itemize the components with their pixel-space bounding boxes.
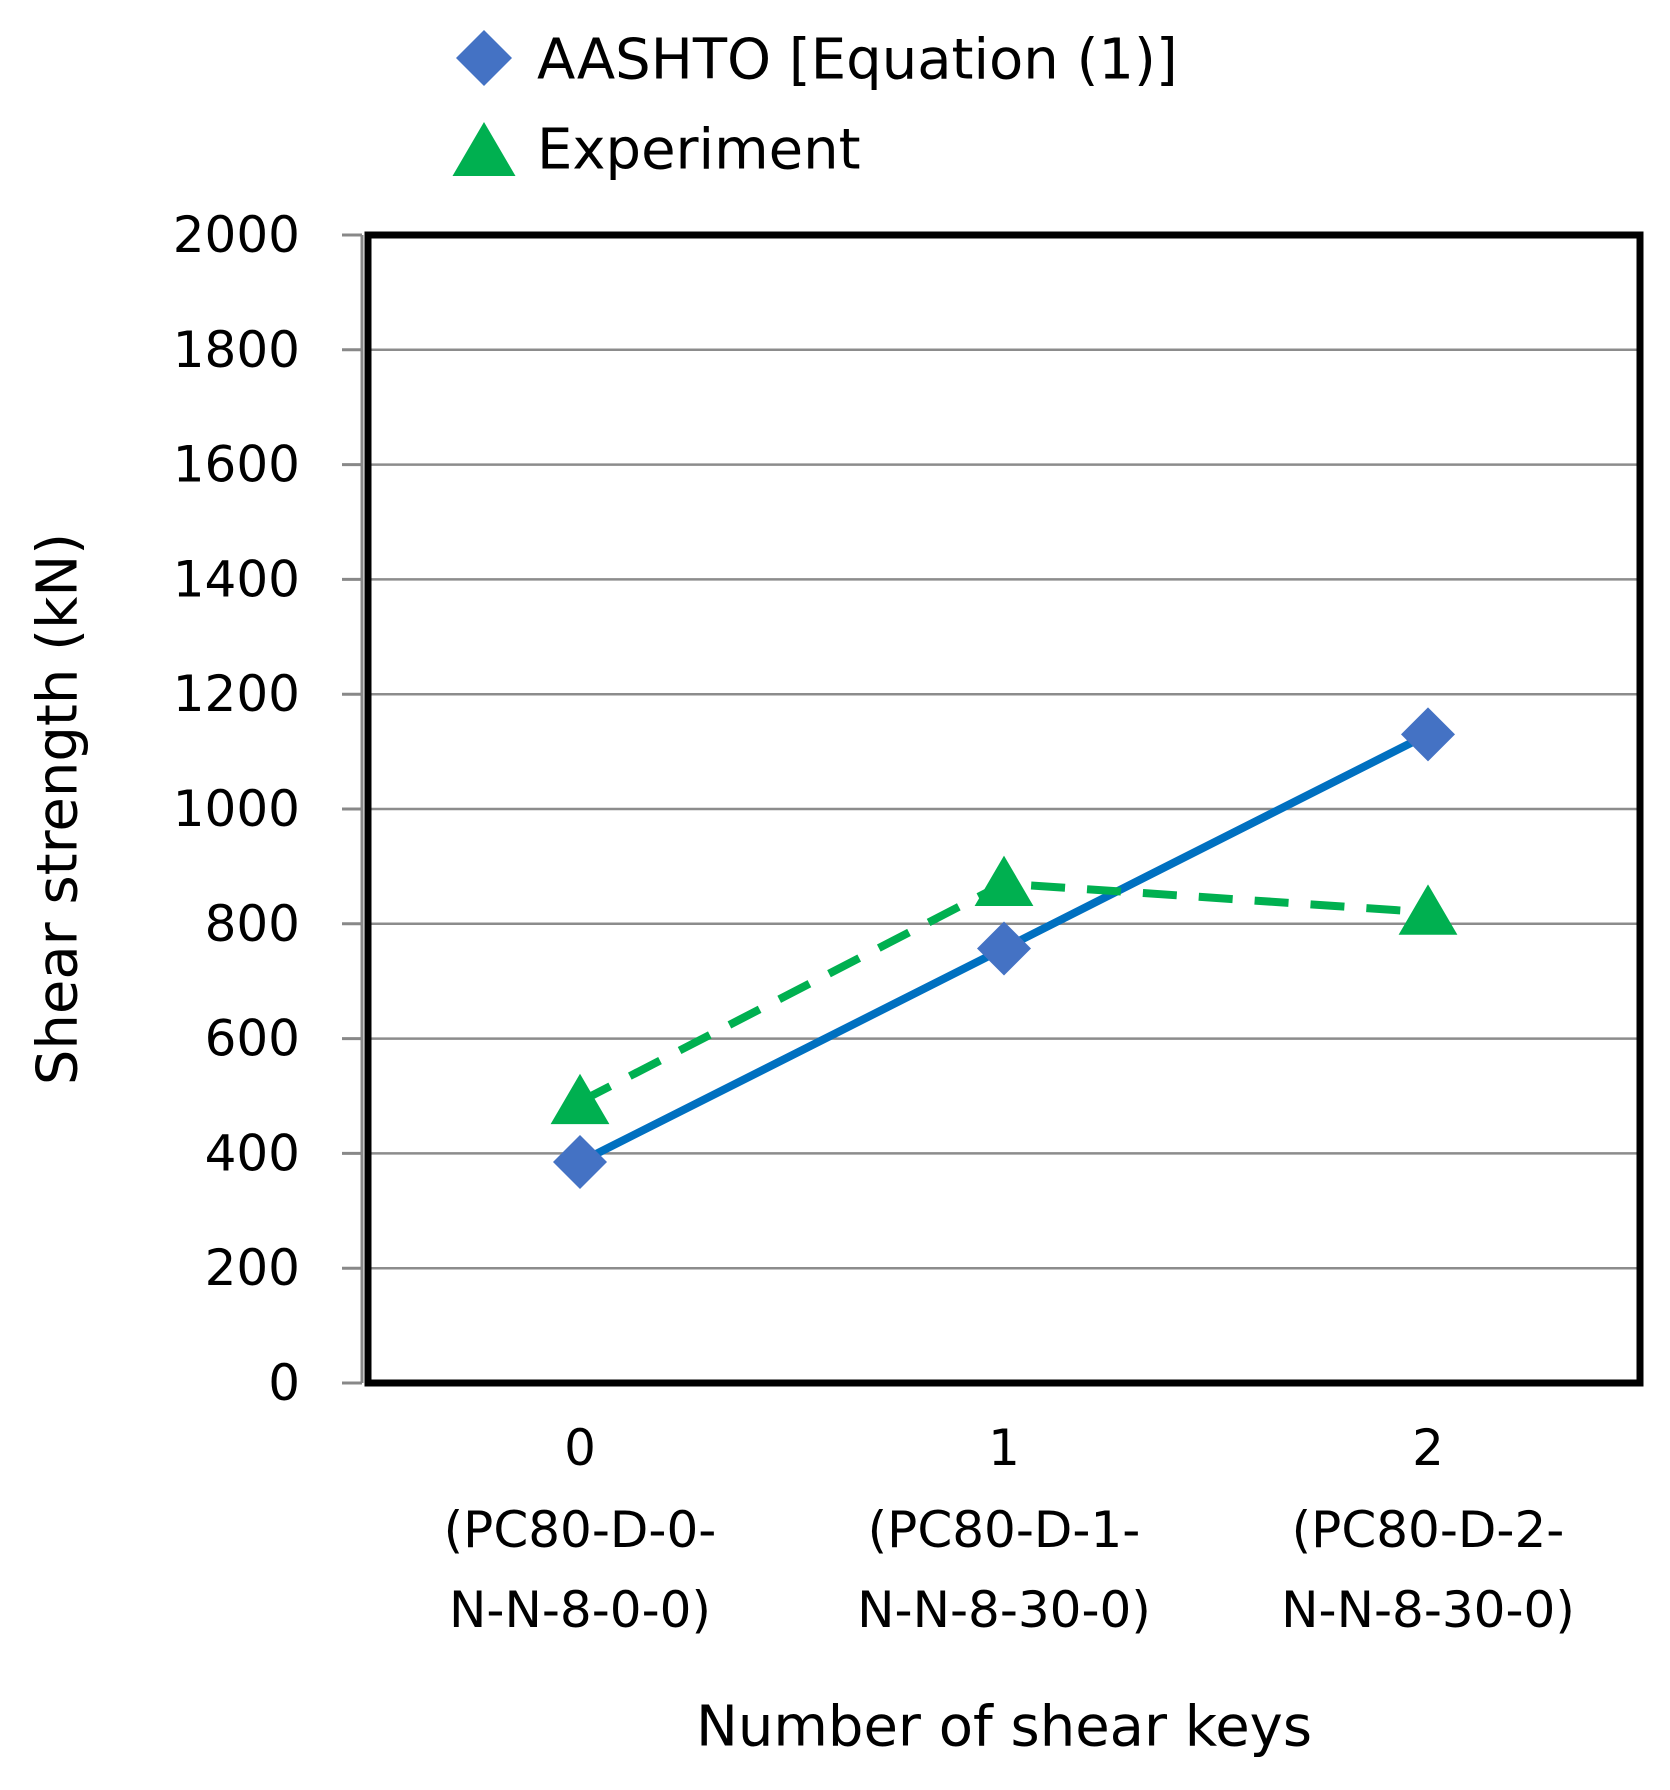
y-axis-title: Shear strength (kN): [26, 533, 91, 1085]
x-tick-sublabel: N-N-8-30-0): [857, 1581, 1151, 1639]
x-tick-sublabel: (PC80-D-2-: [1292, 1501, 1565, 1559]
legend-label-aashto: AASHTO [Equation (1)]: [537, 28, 1178, 93]
legend-item-experiment: Experiment: [452, 118, 861, 183]
legend-item-aashto: AASHTO [Equation (1)]: [456, 28, 1178, 93]
grid: [368, 348, 1640, 1270]
series-line-experiment: [578, 879, 1429, 1106]
data-point-aashto: [977, 921, 1031, 976]
data-point-aashto: [1401, 707, 1455, 762]
y-axis-ticks: 0 200 400 600 800 1000 1200 1400 1600 1800 2000: [173, 206, 362, 1412]
data-point-experiment: [1398, 884, 1458, 935]
y-tick-label: 0: [268, 1354, 300, 1412]
x-tick-sublabel: (PC80-D-1-: [868, 1501, 1141, 1559]
x-axis-ticks: 0 (PC80-D-0- N-N-8-0-0) 1 (PC80-D-1- N-N-8-30…: [444, 1419, 1575, 1639]
data-point-aashto: [553, 1135, 607, 1190]
x-tick-label: 1: [988, 1419, 1020, 1477]
y-tick-label: 200: [205, 1239, 300, 1297]
y-tick-label: 600: [205, 1010, 300, 1068]
x-tick-label: 0: [564, 1419, 596, 1477]
series: [550, 707, 1458, 1190]
legend: AASHTO [Equation (1)] Experiment: [452, 28, 1178, 183]
data-point-experiment: [550, 1073, 610, 1125]
x-tick-sublabel: (PC80-D-0-: [444, 1501, 717, 1559]
x-axis-title: Number of shear keys: [696, 1695, 1312, 1760]
x-tick-sublabel: N-N-8-30-0): [1281, 1581, 1575, 1639]
y-tick-label: 1400: [173, 550, 300, 608]
y-tick-label: 1600: [173, 436, 300, 494]
y-tick-label: 2000: [173, 206, 300, 264]
plot-area-border: [364, 231, 1644, 1387]
x-tick-label: 2: [1412, 1419, 1444, 1477]
y-tick-label: 400: [205, 1124, 300, 1182]
y-tick-label: 1200: [173, 665, 300, 723]
legend-marker-diamond: [456, 30, 512, 86]
y-tick-label: 1800: [173, 321, 300, 379]
data-point-experiment: [974, 855, 1034, 907]
x-tick-sublabel: N-N-8-0-0): [449, 1581, 711, 1639]
y-tick-label: 1000: [173, 780, 300, 838]
legend-label-experiment: Experiment: [537, 118, 861, 183]
y-tick-label: 800: [205, 895, 300, 953]
legend-marker-triangle: [452, 122, 516, 176]
